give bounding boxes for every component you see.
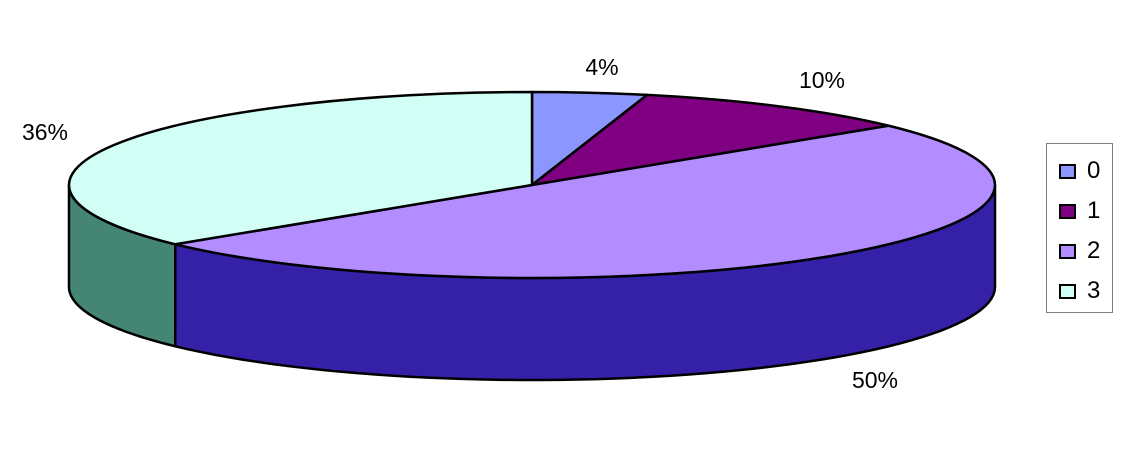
pie-slice-1 — [530, 93, 890, 187]
legend-item-3: 3 — [1059, 276, 1100, 306]
legend-swatch — [1059, 283, 1076, 299]
legend-item-0: 0 — [1059, 156, 1100, 186]
pie-slice-2 — [174, 124, 996, 280]
legend-label: 0 — [1087, 157, 1101, 184]
legend: 0 1 2 3 — [1046, 143, 1113, 313]
data-label-1: 10% — [799, 67, 845, 93]
data-label-3: 36% — [22, 119, 68, 145]
legend-swatch — [1059, 163, 1076, 179]
pie-slice-3 — [67, 90, 534, 246]
legend-label: 2 — [1087, 237, 1101, 264]
legend-label: 1 — [1087, 197, 1101, 224]
legend-swatch — [1059, 243, 1076, 259]
legend-item-1: 1 — [1059, 196, 1100, 226]
legend-swatch — [1059, 203, 1076, 219]
legend-item-2: 2 — [1059, 236, 1100, 266]
data-label-0: 4% — [585, 54, 618, 80]
legend-label: 3 — [1087, 277, 1101, 304]
data-label-2: 50% — [852, 367, 898, 393]
